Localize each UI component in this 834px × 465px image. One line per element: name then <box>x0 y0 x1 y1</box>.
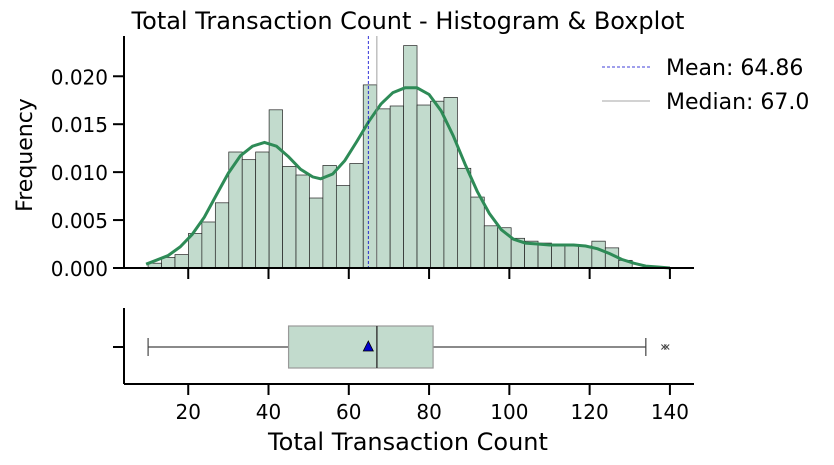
box-x-tick-label: 40 <box>256 400 281 424</box>
histogram-bar <box>483 225 499 269</box>
box-x-tick-label: 20 <box>175 400 200 424</box>
x-axis-label: Total Transaction Count <box>267 428 548 456</box>
histogram-bar <box>161 257 176 269</box>
box <box>287 325 434 369</box>
chart-title: Total Transaction Count - Histogram & Bo… <box>131 7 685 35</box>
legend-median-label: Median: 67.0 <box>666 90 809 115</box>
boxplot <box>147 325 670 369</box>
histogram-bar <box>578 245 593 269</box>
histogram-bar <box>335 185 351 269</box>
histogram-bar <box>457 167 472 269</box>
histogram-bar <box>255 151 270 269</box>
box-x-ticks: 20 40 60 80 100 120 140 <box>175 384 689 424</box>
histogram-bar <box>201 221 216 269</box>
y-axis-label: Frequency <box>13 98 38 212</box>
kde-line <box>145 86 671 270</box>
histogram-bar <box>376 108 391 269</box>
histogram-bar <box>282 166 297 269</box>
histogram-bar <box>470 196 485 269</box>
box-panel: 20 40 60 80 100 120 140 Total Transaction Coun… <box>113 308 694 456</box>
histogram-bar <box>564 245 579 269</box>
histogram-bar <box>551 245 566 269</box>
histogram-bar <box>309 197 324 269</box>
histogram-bar <box>188 233 203 269</box>
histogram-bar <box>268 109 283 269</box>
histogram-bar <box>322 165 337 269</box>
hist-y-ticks: 0.000 0.005 0.010 0.015 0.020 <box>51 65 124 281</box>
histogram-bars <box>147 45 633 269</box>
histogram-bar <box>403 45 418 269</box>
hist-y-tick-label: 0.010 <box>51 161 108 185</box>
box-x-tick-label: 80 <box>416 400 441 424</box>
legend: Mean: 64.86 Median: 67.0 <box>602 56 809 115</box>
box-outlier <box>663 344 670 350</box>
box-x-tick-label: 140 <box>651 400 689 424</box>
box-x-tick-label: 120 <box>571 400 609 424</box>
box-x-tick-label: 100 <box>490 400 528 424</box>
histogram-bar <box>389 105 404 269</box>
histogram-bar <box>430 100 445 269</box>
box-mean-marker <box>362 340 374 352</box>
histogram-bar <box>349 163 364 269</box>
hist-y-tick-label: 0.015 <box>51 113 108 137</box>
hist-panel: 0.000 0.005 0.010 0.015 0.020 Frequency Mean… <box>13 36 809 281</box>
histogram-bar <box>295 174 310 269</box>
histogram-bar <box>591 240 606 269</box>
box-x-tick-label: 60 <box>336 400 361 424</box>
hist-y-tick-label: 0.005 <box>51 209 108 233</box>
hist-y-tick-label: 0.000 <box>51 257 108 281</box>
hist-y-tick-label: 0.020 <box>51 65 108 89</box>
histogram-bar <box>241 159 257 269</box>
legend-mean-label: Mean: 64.86 <box>666 56 803 81</box>
histogram-bar <box>214 202 230 269</box>
histogram-bar <box>416 104 431 269</box>
hist-x-ticks <box>187 268 671 279</box>
histogram-bar <box>537 242 552 269</box>
histogram-bar <box>174 254 189 269</box>
